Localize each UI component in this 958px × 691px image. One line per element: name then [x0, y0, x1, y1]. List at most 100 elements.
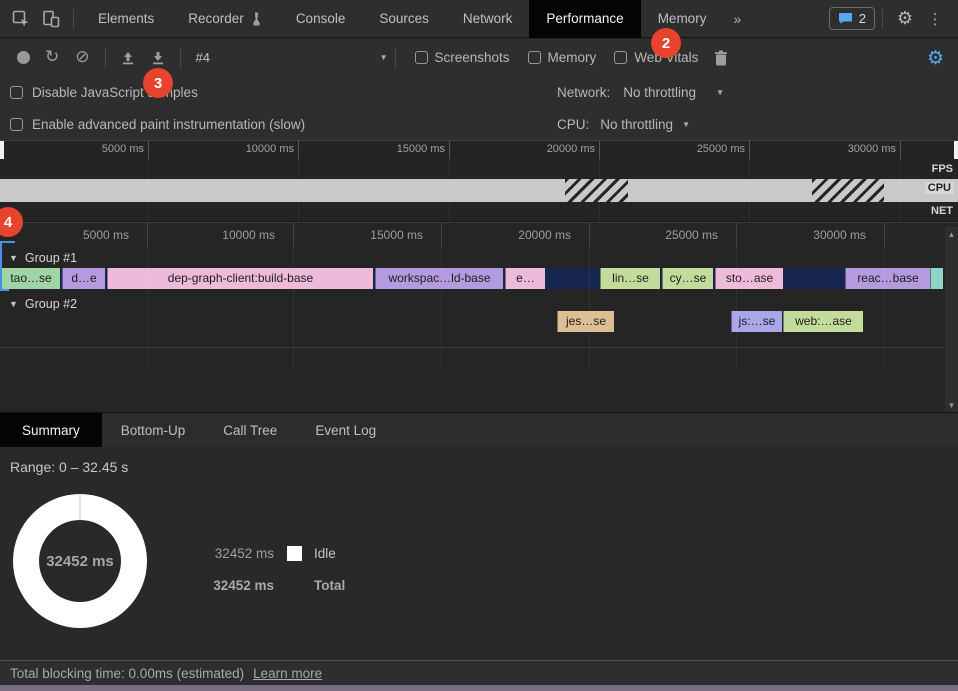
flame-bar[interactable]: reac…base — [845, 268, 930, 289]
details-tabbar: Summary Bottom-Up Call Tree Event Log — [0, 412, 958, 447]
flame-bar[interactable]: cy…se — [662, 268, 713, 289]
flame-ruler: 5000 ms 10000 ms 15000 ms 20000 ms 25000 ms 3… — [0, 223, 944, 247]
cpu-lane-label: CPU — [924, 182, 954, 194]
flame-bar[interactable]: jes…se — [557, 311, 614, 332]
ruler-tick-label: 30000 ms — [847, 143, 896, 155]
grid-line — [449, 141, 450, 223]
checkbox[interactable] — [614, 51, 628, 64]
scroll-down-icon[interactable]: ▼ — [947, 401, 956, 410]
net-lane-label: NET — [931, 205, 953, 217]
divider — [0, 347, 944, 348]
timeline-overview[interactable]: 5000 ms 10000 ms 15000 ms 20000 ms 25000 ms 3… — [0, 140, 958, 223]
ruler-tick-label: 20000 ms — [518, 228, 571, 242]
flame-bar[interactable]: web:…ase — [783, 311, 863, 332]
checkbox[interactable] — [414, 51, 428, 64]
network-label: Network: — [557, 84, 611, 100]
flame-group-2-header[interactable]: ▼ Group #2 — [0, 294, 944, 314]
capture-options-row-2: Enable advanced paint instrumentation (s… — [0, 108, 958, 140]
overview-cpu-band — [0, 179, 958, 202]
reload-and-record-button[interactable]: ↻ — [45, 47, 60, 67]
flame-bar[interactable] — [930, 268, 943, 289]
group-label: Group #1 — [24, 251, 78, 265]
ruler-tick-line — [884, 223, 885, 247]
tab-summary[interactable]: Summary — [0, 413, 102, 447]
tab-console[interactable]: Console — [279, 0, 363, 38]
tab-call-tree[interactable]: Call Tree — [204, 413, 296, 447]
clear-button[interactable]: ⊘ — [75, 47, 90, 67]
tab-label: Network — [462, 11, 513, 26]
record-button[interactable] — [17, 51, 30, 64]
more-options-icon[interactable]: ⋮ — [927, 9, 943, 28]
cpu-throttle-hatch — [812, 179, 884, 202]
flame-bar[interactable]: sto…ase — [715, 268, 783, 289]
checkbox[interactable] — [527, 51, 541, 64]
paint-instrumentation-toggle[interactable]: Enable advanced paint instrumentation (s… — [10, 117, 305, 132]
overview-left-handle[interactable] — [0, 141, 4, 159]
tab-elements[interactable]: Elements — [81, 0, 171, 38]
settings-gear-icon[interactable]: ⚙ — [896, 8, 914, 29]
network-throttling-select[interactable]: Network: No throttling ▼ — [557, 85, 724, 100]
grid-line — [589, 247, 590, 371]
tab-sources[interactable]: Sources — [362, 0, 446, 38]
group-label: Group #2 — [24, 297, 78, 311]
divider — [882, 8, 883, 29]
grid-line — [298, 141, 299, 223]
ruler-tick-label: 5000 ms — [101, 143, 144, 155]
ruler-tick-label: 10000 ms — [222, 228, 275, 242]
ruler-tick-line — [449, 141, 450, 159]
device-toolbar-icon[interactable] — [36, 5, 66, 33]
flame-bar[interactable]: d…e — [62, 268, 105, 289]
ruler-tick-label: 25000 ms — [696, 143, 745, 155]
overview-right-handle[interactable] — [954, 141, 958, 159]
messages-count: 2 — [858, 11, 866, 26]
tab-network[interactable]: Network — [446, 0, 530, 38]
ruler-tick-label: 10000 ms — [245, 143, 294, 155]
memory-toggle[interactable]: Memory — [527, 50, 597, 65]
cpu-throttling-select[interactable]: CPU: No throttling ▼ — [557, 117, 690, 132]
load-profile-icon[interactable] — [113, 44, 143, 72]
learn-more-link[interactable]: Learn more — [253, 665, 323, 681]
flame-vertical-scrollbar[interactable]: ▲ ▼ — [945, 227, 958, 413]
legend-row-idle: 32452 ms Idle — [208, 537, 345, 569]
grid-line — [147, 247, 148, 371]
collapse-triangle-icon[interactable]: ▼ — [9, 253, 18, 263]
more-tabs-button[interactable]: » — [733, 10, 742, 27]
flame-bar[interactable]: dep-graph-client:build-base — [107, 268, 373, 289]
tab-event-log[interactable]: Event Log — [296, 413, 395, 447]
ruler-tick-label: 25000 ms — [665, 228, 718, 242]
ruler-tick-label: 30000 ms — [813, 228, 866, 242]
tab-memory[interactable]: Memory — [641, 0, 724, 38]
flame-bar[interactable]: js:…se — [731, 311, 782, 332]
flame-bar[interactable]: e… — [505, 268, 545, 289]
flame-bar[interactable]: lin…se — [600, 268, 660, 289]
tab-label: Bottom-Up — [120, 422, 186, 438]
inspect-element-icon[interactable] — [6, 5, 36, 33]
checkbox-label: Memory — [547, 50, 597, 65]
tab-recorder[interactable]: Recorder — [171, 0, 279, 38]
delete-recording-icon[interactable] — [706, 44, 736, 72]
save-profile-icon[interactable] — [143, 44, 173, 72]
flame-bar[interactable]: tao…se — [1, 268, 60, 289]
flame-bars-row: tao…se d…e dep-graph-client:build-base work… — [0, 268, 944, 289]
scroll-up-icon[interactable]: ▲ — [947, 230, 956, 239]
history-current: #4 — [195, 50, 210, 65]
tab-performance[interactable]: Performance — [529, 0, 641, 38]
collapse-triangle-icon[interactable]: ▼ — [9, 299, 18, 309]
messages-button[interactable]: 2 — [828, 7, 875, 30]
grid-line — [749, 141, 750, 223]
flame-bar[interactable]: workspac…ld-base — [375, 268, 503, 289]
range-text: Range: 0 – 32.45 s — [10, 459, 129, 475]
screenshots-toggle[interactable]: Screenshots — [414, 50, 510, 65]
idle-color-swatch — [287, 545, 302, 561]
divider — [394, 47, 396, 68]
history-select[interactable]: #4 ▼ — [196, 50, 388, 65]
flame-chart[interactable]: 5000 ms 10000 ms 15000 ms 20000 ms 25000 ms 3… — [0, 222, 958, 413]
tab-bottom-up[interactable]: Bottom-Up — [102, 413, 205, 447]
flame-group-1-header[interactable]: ▼ Group #1 — [0, 248, 944, 268]
checkbox[interactable] — [10, 85, 23, 99]
ruler-tick-line — [736, 223, 737, 247]
capture-settings-gear-icon[interactable]: ⚙ — [926, 46, 944, 69]
checkbox[interactable] — [10, 117, 23, 131]
ruler-tick-line — [599, 141, 600, 159]
pie-total-label: 32452 ms — [46, 552, 114, 570]
